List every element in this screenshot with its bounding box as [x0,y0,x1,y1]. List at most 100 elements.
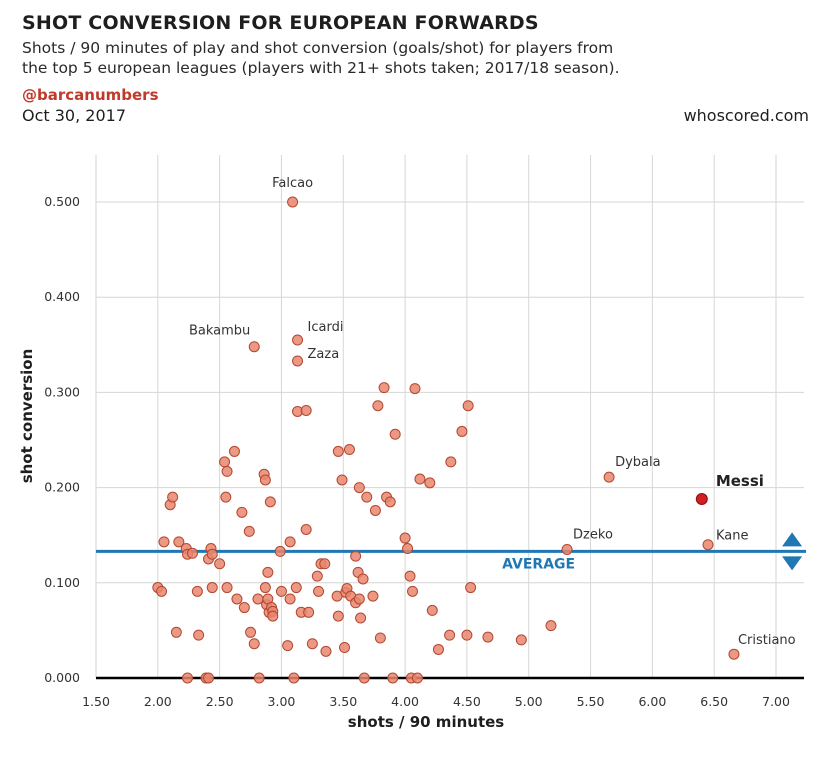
data-point [545,620,557,632]
data-point [248,638,260,650]
data-point [206,548,218,560]
data-point [156,585,168,597]
data-point [404,570,416,582]
data-point [264,496,276,508]
x-tick-label: 2.50 [206,694,234,709]
chart-subtitle: Shots / 90 minutes of play and shot conv… [22,39,620,77]
data-point [290,582,302,594]
y-axis-ticks: 0.000 0.100 0.200 0.300 0.400 0.500 [44,194,80,685]
data-point [358,672,370,684]
data-point [367,590,379,602]
data-point [284,536,296,548]
data-point [214,558,226,570]
data-point [387,672,399,684]
x-tick-label: 3.50 [329,694,357,709]
point-label: Falcao [272,176,313,191]
data-point [313,585,325,597]
chart-title: SHOT CONVERSION FOR EUROPEAN FORWARDS [22,12,539,34]
data-point [414,473,426,485]
x-tick-label: 6.50 [700,694,728,709]
data-point [300,404,312,416]
average-line-group: AVERAGE [96,532,806,572]
data-point [262,566,274,578]
data-point [173,536,185,548]
point-labels: Falcao Bakambu Icardi Zaza Dybala Messi Dzeko K… [189,176,796,648]
data-point [407,585,419,597]
data-point [402,543,414,555]
data-point [336,474,348,486]
data-point [300,523,312,535]
data-point [170,626,182,638]
data-point [191,585,203,597]
x-tick-label: 5.50 [577,694,605,709]
data-point [482,631,494,643]
x-tick-label: 3.00 [268,694,296,709]
x-tick-label: 1.50 [82,694,110,709]
data-point [238,602,250,614]
data-point-labeled [287,196,299,208]
y-tick-label: 0.000 [44,670,80,685]
data-point [221,582,233,594]
data-point [444,629,456,641]
data-point [220,491,232,503]
data-point [353,482,365,494]
data-point-labeled [728,648,740,660]
data-point [319,558,331,570]
data-point-labeled [292,334,304,346]
grid [95,155,804,680]
data-point [167,491,179,503]
data-point [389,428,401,440]
x-axis-label: shots / 90 minutes [348,713,505,731]
data-point-labeled [603,471,615,483]
data-point [461,629,473,641]
data-point [353,593,365,605]
y-tick-label: 0.500 [44,194,80,209]
data-point-labeled [248,341,260,353]
data-point [288,672,300,684]
x-axis-ticks: 1.50 2.00 2.50 3.00 3.50 4.00 4.50 5.00 5.50 6.00… [82,694,790,709]
data-source: whoscored.com [683,106,809,125]
publish-date: Oct 30, 2017 [22,106,126,125]
point-label: Bakambu [189,324,250,339]
data-point [372,400,384,412]
data-point [456,425,468,437]
x-tick-label: 2.00 [144,694,172,709]
y-tick-label: 0.300 [44,384,80,399]
x-tick-label: 5.00 [515,694,543,709]
data-point [193,629,205,641]
point-label: Kane [716,529,749,544]
data-point [267,610,279,622]
data-point [424,477,436,489]
data-point [259,474,271,486]
data-point [332,610,344,622]
data-point [409,383,421,395]
data-point [350,550,362,562]
y-axis-label: shot conversion [18,349,36,484]
data-point [339,642,351,654]
data-point [221,465,233,477]
y-tick-label: 0.400 [44,289,80,304]
data-point [253,672,265,684]
data-point [275,585,287,597]
data-point [384,496,396,508]
data-point [378,382,390,394]
data-point [432,643,444,655]
arrow-down-icon [782,556,803,571]
data-point [231,593,243,605]
data-point [245,626,257,638]
data-point [303,606,315,618]
data-point-labeled [702,539,714,551]
data-point [399,532,411,544]
data-point [369,504,381,516]
data-point [228,445,240,457]
data-point [274,545,286,557]
author-handle: @barcanumbers [22,86,159,104]
data-point [181,672,193,684]
point-label: Dybala [615,455,661,470]
point-label: Cristiano [738,633,796,648]
point-label: Dzeko [573,527,613,542]
data-point [462,400,474,412]
data-point [158,536,170,548]
data-point [282,640,294,652]
